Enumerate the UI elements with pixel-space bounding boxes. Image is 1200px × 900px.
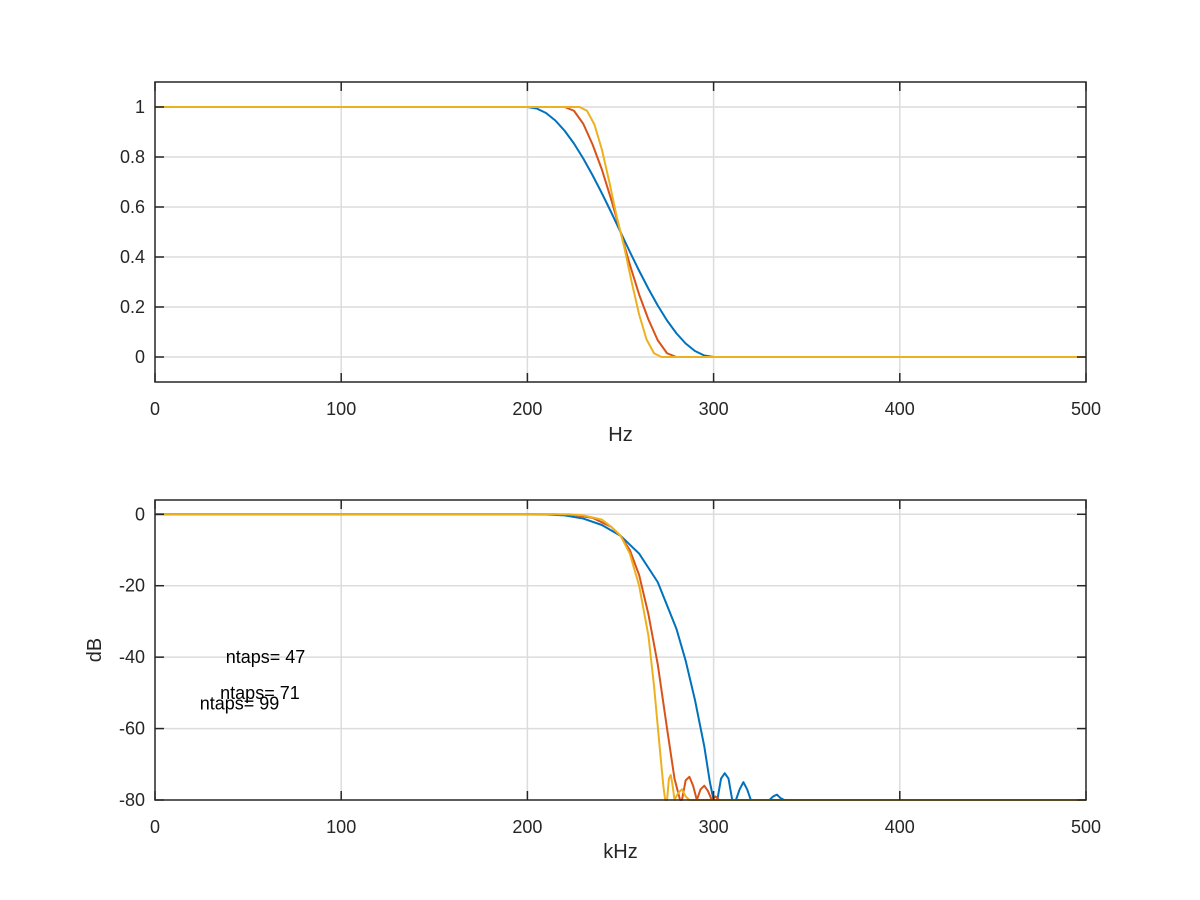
top-y-tick-label: 0.4 xyxy=(120,247,145,267)
bottom-axes-frame xyxy=(154,499,1087,801)
top-y-tick-label: 1 xyxy=(135,97,145,117)
top-x-tick-label: 500 xyxy=(1071,399,1101,419)
bottom-x-tick-labels: 0 100 200 300 400 500 xyxy=(150,817,1101,837)
top-grid xyxy=(155,82,1086,382)
top-series-group xyxy=(155,106,1086,358)
ntaps-annotation-2: ntaps= 71 xyxy=(220,683,300,703)
bottom-x-tick-label: 0 xyxy=(150,817,160,837)
top-axes-frame xyxy=(154,81,1087,383)
top-y-tick-label: 0.2 xyxy=(120,297,145,317)
top-y-tick-label: 0.6 xyxy=(120,197,145,217)
bottom-x-axis-label: kHz xyxy=(603,841,637,863)
bottom-series-line-3 xyxy=(155,513,1086,801)
bottom-x-tick-label: 100 xyxy=(326,817,356,837)
bottom-x-tick-label: 300 xyxy=(699,817,729,837)
top-x-tick-label: 300 xyxy=(699,399,729,419)
bottom-subplot: 0 100 200 300 400 500 0 -20 -40 -60 -80 ntaps= 47… xyxy=(84,499,1101,863)
top-series-line-3 xyxy=(155,106,1086,358)
top-y-tick-labels: 0 0.2 0.4 0.6 0.8 1 xyxy=(120,97,145,367)
bottom-x-tick-label: 200 xyxy=(512,817,542,837)
ntaps-annotation-1: ntaps= 47 xyxy=(226,647,306,667)
bottom-y-tick-label: -80 xyxy=(119,790,145,810)
top-x-tick-label: 400 xyxy=(885,399,915,419)
top-x-axis-label: Hz xyxy=(608,424,632,446)
bottom-y-tick-label: 0 xyxy=(135,504,145,524)
ntaps-annotation-3: ntaps= 99 xyxy=(200,694,280,714)
bottom-y-tick-label: -40 xyxy=(119,647,145,667)
top-y-tick-label: 0 xyxy=(135,347,145,367)
top-x-tick-label: 200 xyxy=(512,399,542,419)
top-x-tick-labels: 0 100 200 300 400 500 xyxy=(150,399,1101,419)
bottom-plot-background xyxy=(155,500,1086,800)
bottom-ticks xyxy=(154,500,1087,801)
bottom-x-tick-label: 500 xyxy=(1071,817,1101,837)
top-x-tick-label: 0 xyxy=(150,399,160,419)
bottom-x-tick-label: 400 xyxy=(885,817,915,837)
bottom-y-axis-label: dB xyxy=(84,638,106,662)
top-x-tick-label: 100 xyxy=(326,399,356,419)
top-y-tick-label: 0.8 xyxy=(120,147,145,167)
bottom-y-tick-label: -60 xyxy=(119,719,145,739)
bottom-y-tick-labels: 0 -20 -40 -60 -80 xyxy=(119,504,145,810)
top-ticks xyxy=(154,82,1087,382)
bottom-y-tick-label: -20 xyxy=(119,576,145,596)
top-subplot: 0 100 200 300 400 500 0 0.2 0.4 0.6 0.8 1 Hz xyxy=(120,81,1101,446)
